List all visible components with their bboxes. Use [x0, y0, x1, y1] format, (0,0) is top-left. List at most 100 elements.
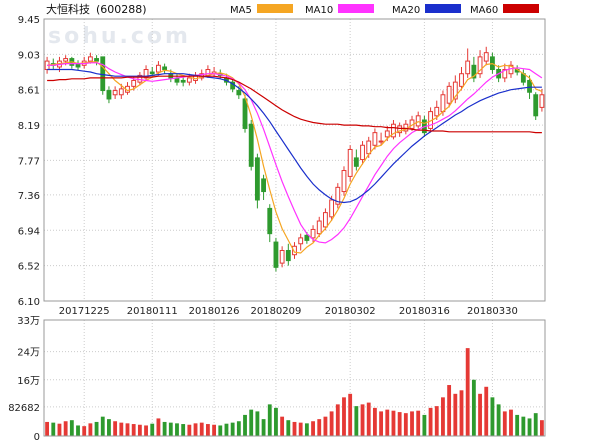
candle — [533, 92, 539, 121]
volume-bar — [385, 409, 390, 436]
legend: MA5 MA10 MA20 MA60 — [230, 4, 539, 16]
volume-bar — [125, 423, 130, 436]
candle — [452, 75, 458, 104]
candle-body — [298, 237, 304, 245]
volume-bar — [181, 424, 186, 436]
ma60-line — [47, 75, 542, 134]
candle — [112, 86, 118, 99]
volume-tick-label: 16万 — [17, 376, 40, 387]
candle — [143, 65, 149, 81]
candle — [347, 145, 353, 182]
candle-body — [378, 140, 384, 143]
candle — [100, 56, 106, 95]
candle-body — [446, 85, 452, 104]
candle-body — [347, 148, 353, 177]
candle-body — [100, 56, 106, 92]
price-tick-label: 6.52 — [18, 262, 40, 273]
candle — [391, 120, 396, 140]
price-tick-label: 9.45 — [18, 15, 40, 26]
candle — [248, 120, 254, 171]
volume-bar — [205, 424, 210, 436]
volume-bar — [100, 416, 105, 436]
candle-body — [118, 88, 124, 96]
volume-bar — [187, 424, 192, 436]
candle — [483, 46, 489, 66]
date-tick-label: 20180316 — [399, 306, 450, 317]
legend-item-ma20: MA20 — [392, 4, 461, 16]
volume-bar — [107, 419, 111, 436]
candle — [267, 204, 273, 243]
volume-bar — [119, 422, 124, 436]
volume-bar — [323, 416, 328, 436]
date-tick-label: 20180209 — [250, 306, 301, 317]
candle — [465, 48, 471, 78]
volume-bar — [329, 411, 334, 436]
candle — [397, 122, 403, 137]
price-panel-frame — [43, 18, 546, 302]
candle — [261, 174, 266, 200]
volume-bar — [434, 406, 439, 436]
date-tick-label: 20180126 — [189, 306, 240, 317]
candle-body — [452, 81, 458, 100]
volume-bar — [360, 404, 365, 436]
volume-bar — [175, 423, 179, 436]
volume-bar — [292, 421, 297, 436]
volume-bar — [199, 422, 204, 436]
volume-bar — [391, 410, 396, 436]
volume-bar — [243, 414, 247, 436]
candle-body — [131, 79, 137, 87]
candle — [477, 50, 483, 78]
volume-bar — [88, 423, 93, 436]
candle-body — [186, 77, 192, 83]
legend-label: MA60 — [470, 5, 498, 16]
volume-bar — [521, 416, 526, 436]
candle-body — [465, 60, 471, 75]
candle — [118, 83, 124, 99]
ma5-line — [47, 61, 543, 254]
date-tick-label: 20180330 — [467, 306, 518, 317]
price-tick-label: 8.61 — [18, 86, 40, 97]
volume-bar — [69, 420, 74, 436]
volume-bar — [236, 421, 241, 436]
candle — [106, 86, 112, 104]
candle-body — [236, 90, 242, 96]
candle-body — [434, 106, 440, 117]
volume-tick-label: 82682 — [8, 403, 40, 414]
price-tick-label: 7.36 — [18, 191, 40, 202]
candle — [316, 216, 322, 238]
volume-bar — [515, 414, 520, 436]
candle — [254, 153, 260, 209]
legend-label: MA5 — [230, 5, 252, 16]
price-tick-label: 6.10 — [18, 297, 40, 308]
legend-label: MA10 — [305, 5, 333, 16]
volume-bar — [379, 411, 384, 436]
date-tick-label: 20180302 — [325, 306, 376, 317]
volume-bar — [131, 424, 136, 436]
candle-body — [162, 66, 168, 71]
candle — [378, 132, 384, 146]
candle-body — [261, 178, 266, 193]
volume-bar — [298, 422, 303, 436]
candle-body — [341, 170, 347, 193]
volume-bar — [162, 421, 167, 436]
candle — [279, 246, 285, 268]
candle-body — [149, 71, 155, 75]
volume-bar — [502, 411, 507, 436]
volume-bar — [471, 379, 476, 436]
volume-tick-label: 24万 — [17, 348, 40, 359]
candle — [94, 55, 99, 66]
candle-body — [242, 98, 248, 129]
candle-body — [471, 64, 477, 79]
candle-body — [112, 90, 118, 96]
volume-bar — [490, 397, 495, 436]
candle-body — [292, 245, 297, 256]
volume-bar — [156, 418, 161, 436]
legend-swatch — [338, 4, 374, 13]
volume-bar — [410, 411, 414, 436]
volume-bar — [422, 414, 427, 436]
candle — [539, 88, 545, 112]
candle-body — [285, 249, 291, 262]
volume-tick-label: 0 — [34, 432, 40, 440]
volume-bar — [82, 426, 87, 436]
legend-swatch — [503, 4, 539, 13]
